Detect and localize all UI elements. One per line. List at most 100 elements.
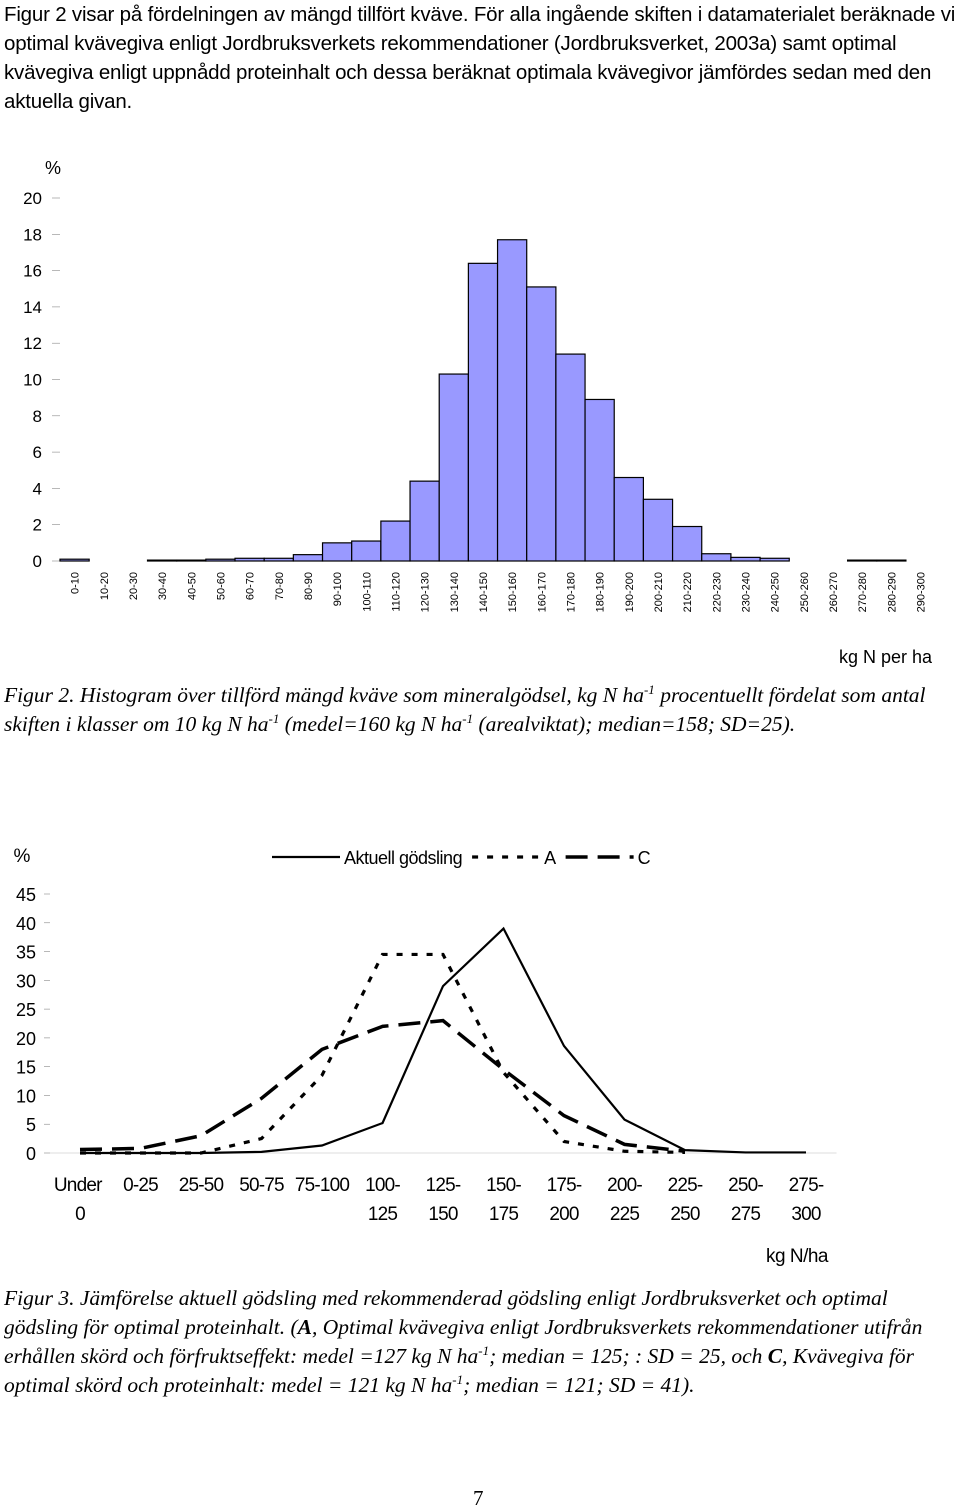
y-tick-label: 12	[23, 334, 42, 353]
bar	[176, 559, 207, 562]
bar	[146, 559, 178, 562]
bar	[555, 353, 586, 562]
y-tick-label: 30	[16, 971, 36, 991]
bar	[642, 498, 674, 562]
y-tick-label: 14	[23, 298, 42, 317]
caption-text: C	[767, 1344, 783, 1368]
x-tick-label: 175- 200	[547, 1175, 582, 1225]
x-tick-label-line: 150-	[486, 1175, 521, 1196]
bar	[496, 239, 528, 562]
x-tick-label: 100- 125	[365, 1175, 400, 1225]
x-tick-label: 250- 275	[728, 1175, 763, 1225]
x-tick-label: 270-280	[857, 572, 869, 612]
bar	[730, 556, 761, 562]
x-tick-label-line: 250	[670, 1204, 700, 1225]
x-tick-label-line: 300	[791, 1204, 821, 1225]
y-tick-label: 0	[33, 552, 42, 571]
y-tick-label: 6	[33, 443, 42, 462]
y-tick-label: 4	[33, 479, 42, 498]
x-tick-label: 230-240	[740, 572, 752, 612]
bar	[846, 559, 878, 562]
y-axis-label: %	[45, 158, 61, 178]
x-tick-label: 50-60	[215, 572, 227, 600]
y-tick-label: 10	[16, 1086, 36, 1106]
x-tick-label: 10-20	[99, 572, 111, 600]
x-tick-label: 80-90	[303, 572, 315, 600]
legend-label: Aktuell gödsling	[344, 848, 462, 868]
x-tick-label: 0-25	[123, 1175, 158, 1196]
bar	[759, 557, 790, 562]
y-tick-label: 5	[26, 1115, 36, 1135]
x-tick-label-line: 175-	[547, 1175, 582, 1196]
bar	[671, 525, 703, 562]
x-tick-label: 100-110	[361, 572, 373, 612]
bar	[380, 520, 411, 562]
x-tick-label-line: 275-	[789, 1175, 824, 1196]
x-tick-label-line: 250-	[728, 1175, 763, 1196]
x-tick-label-line: 125-	[426, 1175, 461, 1196]
caption-text: ; median = 121; SD = 41).	[463, 1373, 695, 1397]
x-tick-label-line: 225-	[668, 1175, 703, 1196]
y-tick-label: 18	[23, 225, 42, 244]
bar	[263, 557, 294, 562]
caption-text: (arealviktat); median=158; SD=25).	[473, 712, 796, 736]
x-tick-label-line: 100-	[365, 1175, 400, 1196]
y-tick-label: 15	[16, 1058, 36, 1078]
caption-text: -1	[478, 1342, 490, 1358]
line	[80, 926, 806, 1155]
x-tick-label: 20-30	[128, 572, 140, 600]
caption-text: -1	[462, 710, 474, 726]
x-tick-label-line: 0	[75, 1204, 85, 1225]
x-tick-label: 150-160	[507, 572, 519, 612]
x-tick-label: 25-50	[179, 1175, 224, 1196]
legend-label: C	[638, 848, 651, 868]
x-tick-label: 110-120	[390, 572, 402, 612]
bar	[613, 476, 644, 562]
x-tick-label: 190-200	[624, 572, 636, 612]
x-tick-label: 200- 225	[607, 1175, 642, 1225]
bar	[351, 540, 382, 562]
x-tick-label: 210-220	[682, 572, 694, 612]
bar	[438, 373, 469, 562]
caption-text: A	[297, 1315, 312, 1339]
y-tick-label: 10	[23, 371, 42, 390]
legend-label: A	[544, 848, 556, 868]
y-axis-label: %	[14, 846, 31, 867]
bar	[876, 559, 907, 562]
x-tick-label: Under 0	[54, 1175, 106, 1225]
x-tick-label: 170-180	[565, 572, 577, 612]
bar	[409, 480, 440, 562]
page-number: 7	[473, 1486, 484, 1510]
y-tick-label: 0	[26, 1144, 36, 1164]
caption-text: , Optimal kvävegiva enligt Jordbruksverk…	[4, 1315, 923, 1368]
y-tick-label: 40	[16, 914, 36, 934]
bar	[321, 542, 353, 562]
caption-text: Figur 3. Jämförelse aktuell gödsling med…	[4, 1286, 888, 1339]
x-tick-label: 125- 150	[426, 1175, 461, 1225]
bar	[526, 286, 557, 562]
y-tick-label: 25	[16, 1000, 36, 1020]
caption: Figur 2. Histogram över tillförd mängd k…	[4, 681, 960, 739]
x-tick-label: 180-190	[595, 572, 607, 612]
x-tick-label-line: Under	[54, 1175, 106, 1196]
x-tick-label: 75-100	[295, 1175, 350, 1196]
bar	[234, 557, 265, 562]
x-tick-label: 30-40	[157, 572, 169, 600]
x-tick-label-line: 275	[731, 1204, 761, 1225]
x-tick-label: 225- 250	[668, 1175, 703, 1225]
line	[79, 1018, 686, 1154]
x-tick-label-line: 200	[549, 1204, 579, 1225]
x-tick-label-line: 125	[368, 1204, 398, 1225]
x-tick-label: 220-230	[711, 572, 723, 612]
caption-text: ; median = 125; : SD = 25, och	[489, 1344, 768, 1368]
x-axis-label: kg N/ha	[766, 1246, 829, 1267]
caption-text: -1	[452, 1371, 464, 1387]
bar	[205, 558, 236, 562]
x-tick-label-line: 150	[428, 1204, 458, 1225]
x-tick-label: 280-290	[886, 572, 898, 612]
y-tick-label: 20	[23, 189, 42, 208]
y-tick-label: 16	[23, 262, 42, 281]
caption-text: , Kvävegiva för optimal skörd och protei…	[4, 1344, 915, 1397]
x-tick-label: 130-140	[449, 572, 461, 612]
x-tick-label: 150- 175	[486, 1175, 521, 1225]
